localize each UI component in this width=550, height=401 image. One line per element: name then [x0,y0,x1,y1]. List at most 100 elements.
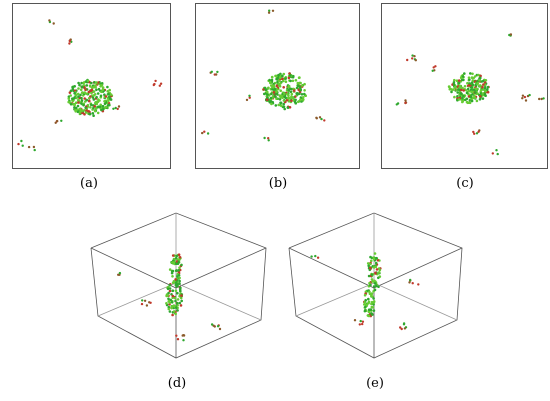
atom [373,288,377,292]
atom [167,305,171,309]
atom [78,111,82,114]
atom [540,97,543,101]
atom [279,89,282,92]
atom [364,305,367,309]
atom [291,96,295,100]
atom [176,258,180,261]
atom [275,97,278,100]
atom [92,114,95,117]
atom [266,93,269,96]
atom [457,79,461,82]
atom [267,137,270,140]
atom [456,91,459,94]
atom [479,76,482,80]
atom [178,282,181,285]
atom [486,85,490,89]
atom [459,76,463,79]
atom [367,274,371,278]
atom [292,89,296,92]
atom [461,86,464,90]
atom [168,289,172,293]
atom [373,282,377,285]
atom [88,96,91,100]
atom [60,119,63,123]
atom [457,81,461,85]
atom [174,289,178,293]
atom [528,93,531,97]
atom [270,92,273,96]
atom [96,81,100,84]
atom [509,33,513,36]
atom [463,72,466,75]
atom [106,85,109,89]
atom [457,98,461,101]
atom [367,264,370,268]
atom [478,95,482,98]
atom [465,97,469,101]
atom [479,92,483,95]
atom [463,85,467,88]
atom [368,290,371,294]
atom [369,266,372,270]
atom [73,91,76,95]
atom [180,299,183,303]
atom [109,93,113,96]
atom [68,39,71,43]
atom [318,116,322,119]
atom [210,70,213,74]
atom [483,81,487,84]
panel-d-wireframe [90,212,267,359]
atom [213,325,216,328]
panel-e-3d-box [284,208,468,364]
atom [79,107,82,111]
atom [270,75,274,79]
atom [80,102,83,105]
atom [277,82,280,86]
atom [283,92,286,95]
atom [80,85,84,88]
panel-b-label: (b) [268,176,288,191]
atom [294,98,297,102]
atom [451,88,454,92]
atom [75,96,78,100]
atom [78,83,81,87]
atom [94,107,98,110]
atom [89,106,92,109]
atom [117,273,120,276]
atom [375,256,378,260]
atom [171,261,174,264]
atom [86,79,90,83]
panel-d-svg [90,212,267,359]
atom [174,299,177,303]
atom [80,99,84,102]
atom [368,281,371,285]
atom [432,66,435,69]
atom [361,320,365,323]
atom [87,90,91,94]
atom [411,282,414,285]
atom [372,257,376,261]
atom [486,88,489,91]
atom [481,97,485,100]
atom [101,88,105,91]
atom [172,310,176,313]
atom [314,254,317,258]
atom [93,109,97,113]
atom [218,327,222,331]
atom [268,9,271,12]
atom [277,73,280,77]
atom [303,92,306,96]
atom [372,285,376,288]
atom [96,92,100,95]
atom [471,83,474,86]
atom [168,310,172,313]
atom [470,85,474,89]
atom [92,98,96,101]
atom [363,293,367,297]
atom [174,312,177,316]
atom [290,92,294,96]
atom [284,77,287,80]
atom [33,148,36,152]
atom [448,85,451,89]
atom [290,99,293,102]
